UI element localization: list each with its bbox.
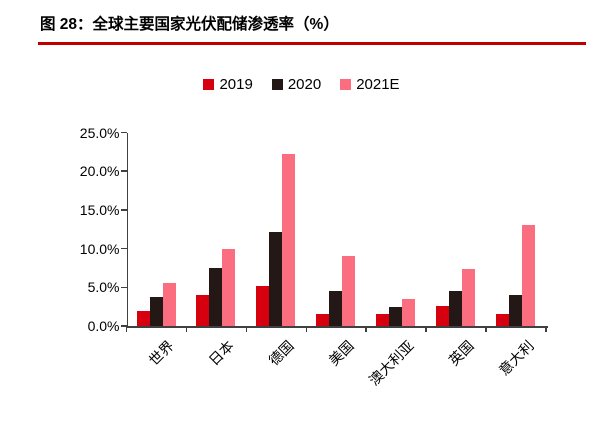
- bar-2021E-日本: [222, 248, 236, 326]
- bar-2020-德国: [269, 231, 283, 326]
- x-axis-tick: [125, 326, 128, 332]
- bar-2021E-世界: [162, 282, 176, 326]
- x-axis-tick: [425, 326, 427, 332]
- x-axis-tick: [185, 326, 188, 332]
- y-axis-tick: [120, 247, 127, 250]
- bar-2020-日本: [209, 267, 223, 326]
- y-axis-tick: [120, 170, 127, 172]
- bar-2021E-德国: [282, 154, 296, 326]
- chart-legend: 2019 2020 2021E: [0, 76, 603, 93]
- figure-title: 图 28：全球主要国家光伏配储渗透率（%）: [40, 16, 339, 33]
- y-axis-tick-label: 5.0%: [87, 279, 120, 296]
- x-axis-tick: [305, 326, 308, 332]
- bar-2019-日本: [196, 295, 210, 326]
- legend-label: 2019: [219, 76, 253, 93]
- y-axis-tick-label: 20.0%: [79, 163, 120, 180]
- bar-2019-意大利: [496, 314, 510, 326]
- y-axis-line: [126, 132, 128, 326]
- legend-item-2019: 2019: [203, 76, 253, 93]
- x-axis-tick: [545, 326, 547, 332]
- bar-2019-美国: [316, 314, 330, 326]
- y-axis-tick-label: 15.0%: [79, 201, 120, 218]
- legend-swatch-icon: [340, 79, 352, 90]
- y-axis-tick: [120, 131, 127, 134]
- legend-label: 2020: [287, 76, 322, 93]
- title-underline: [38, 42, 586, 45]
- bar-2019-德国: [256, 285, 270, 326]
- bar-2020-意大利: [509, 295, 523, 326]
- x-axis-line: [126, 326, 548, 328]
- bar-2019-英国: [436, 305, 450, 326]
- x-axis-tick: [485, 326, 487, 332]
- bar-2019-世界: [136, 310, 150, 326]
- bar-2021E-意大利: [522, 225, 536, 326]
- bar-2020-英国: [449, 291, 463, 326]
- bar-2021E-澳大利亚: [402, 298, 416, 326]
- legend-swatch-icon: [203, 79, 215, 90]
- x-axis-tick: [365, 326, 367, 332]
- bar-2019-澳大利亚: [376, 314, 390, 326]
- y-axis-tick: [120, 286, 127, 289]
- bar-2021E-美国: [342, 256, 356, 326]
- bar-2020-美国: [329, 291, 343, 326]
- y-axis-tick: [120, 325, 127, 327]
- bar-2021E-英国: [462, 269, 476, 326]
- bar-2020-澳大利亚: [389, 306, 403, 326]
- y-axis-tick-label: 25.0%: [79, 124, 120, 141]
- legend-swatch-icon: [271, 79, 283, 90]
- y-axis-tick-label: 0.0%: [87, 318, 120, 334]
- x-axis-tick: [245, 326, 248, 332]
- bar-2020-世界: [149, 296, 163, 326]
- y-axis-tick-label: 10.0%: [79, 240, 120, 257]
- legend-item-2020: 2020: [271, 76, 322, 93]
- legend-item-2021E: 2021E: [340, 76, 400, 93]
- y-axis-tick: [120, 209, 127, 211]
- legend-label: 2021E: [356, 76, 400, 93]
